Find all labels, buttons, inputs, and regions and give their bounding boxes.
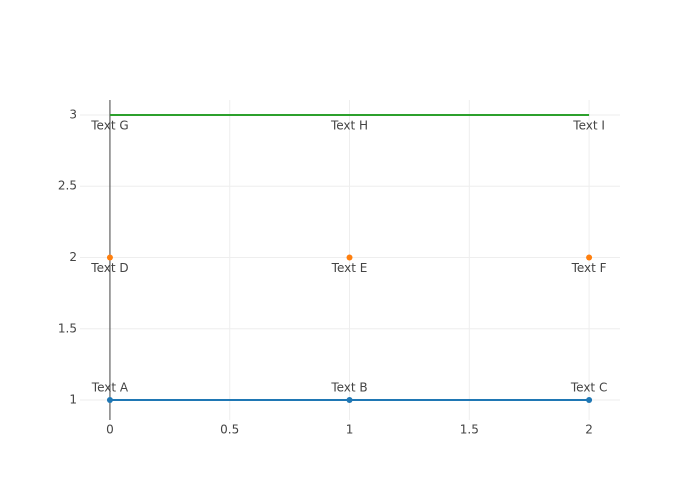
x-tick-label: 0 [106,423,114,437]
x-tick-label: 1.5 [460,423,479,437]
data-label: Text E [331,261,368,275]
marker [586,397,593,404]
data-label: Text F [571,261,607,275]
x-tick-label: 1 [346,423,354,437]
data-label: Text G [90,118,128,132]
marker [346,397,353,404]
data-label: Text A [91,381,129,395]
data-label: Text D [90,261,128,275]
data-label: Text H [330,118,368,132]
data-label: Text C [570,381,607,395]
data-label: Text I [572,118,605,132]
y-tick-label: 2.5 [58,179,77,193]
y-tick-label: 1 [69,393,77,407]
marker [346,254,353,261]
marker [106,254,113,261]
x-tick-label: 2 [585,423,593,437]
y-tick-label: 1.5 [58,321,77,335]
y-tick-label: 3 [69,107,77,121]
marker [586,254,593,261]
x-tick-label: 0.5 [220,423,239,437]
y-tick-label: 2 [69,250,77,264]
data-label: Text B [330,381,367,395]
marker [106,397,113,404]
